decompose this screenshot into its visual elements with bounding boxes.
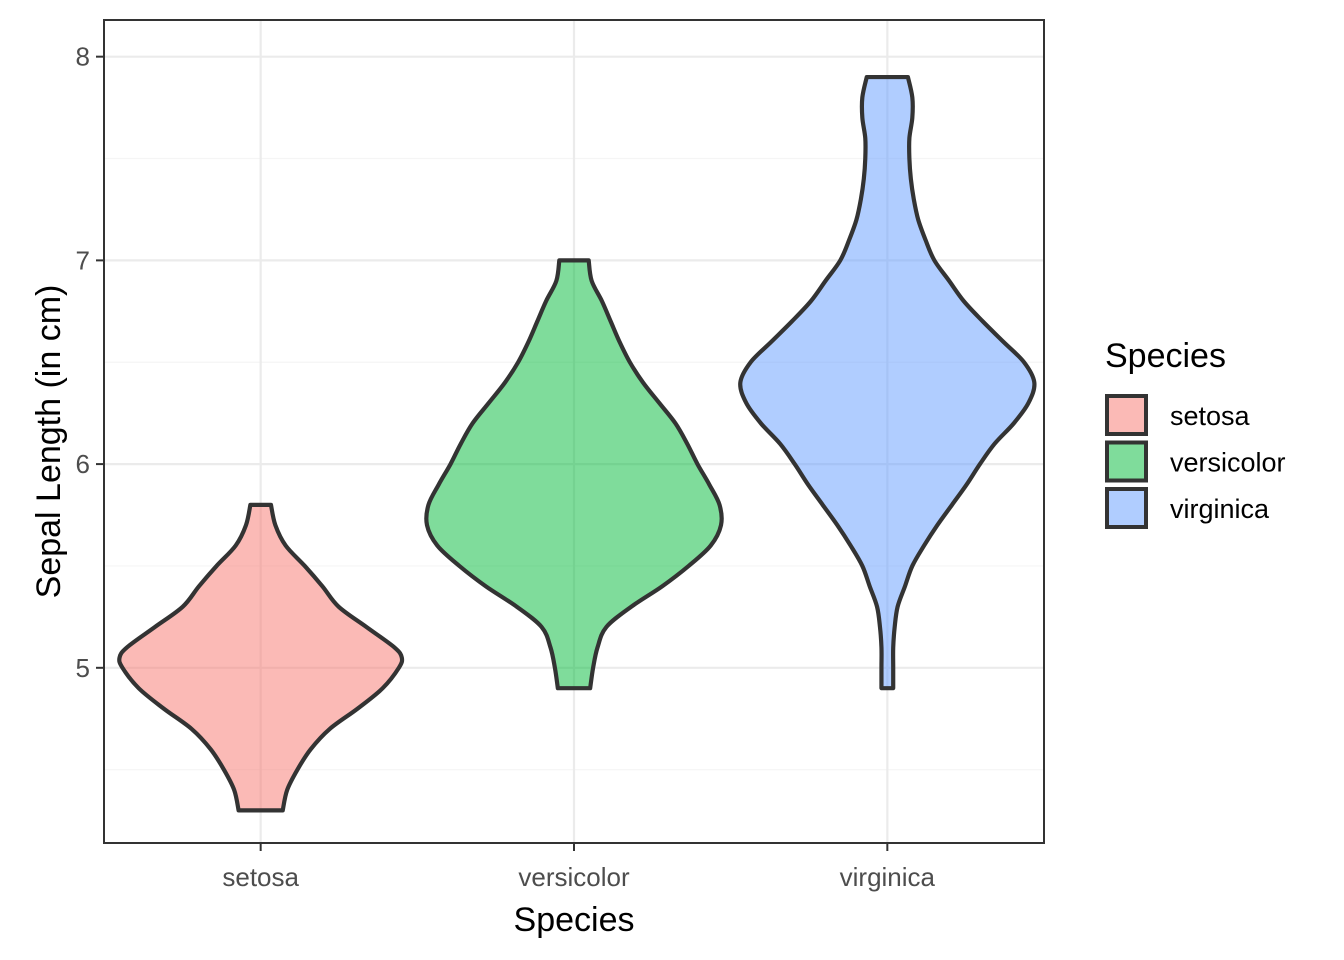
legend: Species setosa versicolor virginica [1105, 337, 1286, 529]
y-axis-title: Sepal Length (in cm) [30, 285, 68, 599]
y-tick-label: 7 [76, 245, 90, 275]
y-tick-label: 8 [76, 42, 90, 72]
y-tick-label: 5 [76, 653, 90, 683]
legend-label-setosa: setosa [1170, 401, 1251, 431]
legend-key-setosa [1105, 394, 1148, 436]
x-axis-title: Species [514, 901, 635, 939]
x-tick-label: virginica [840, 862, 936, 892]
legend-key-virginica [1105, 487, 1148, 529]
violin-versicolor [424, 258, 724, 691]
legend-label-virginica: virginica [1170, 494, 1270, 524]
violin-virginica [738, 74, 1037, 691]
legend-key-versicolor [1105, 440, 1148, 483]
y-tick-label: 6 [76, 449, 90, 479]
x-tick-label: setosa [222, 862, 299, 892]
violins [117, 74, 1037, 813]
axes: 5 6 7 8 setosa versicolor virginica [76, 42, 936, 892]
legend-label-versicolor: versicolor [1170, 448, 1286, 478]
legend-title: Species [1105, 337, 1226, 375]
violin-setosa [117, 502, 405, 813]
x-tick-label: versicolor [518, 862, 630, 892]
